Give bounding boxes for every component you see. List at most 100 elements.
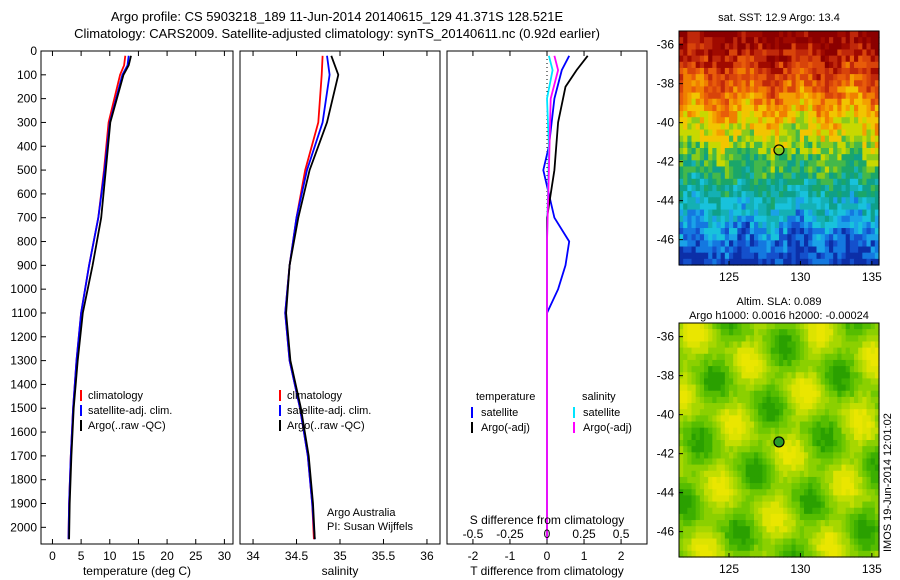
map-cell xyxy=(791,92,797,100)
map-cell xyxy=(770,550,776,558)
map-cell xyxy=(816,396,822,404)
map-cell xyxy=(770,148,776,155)
map-cell xyxy=(833,452,838,460)
map-cell xyxy=(779,489,784,497)
map-cell xyxy=(833,366,838,373)
map-cell xyxy=(870,347,876,355)
map-cell xyxy=(766,550,772,558)
map-cell xyxy=(862,507,868,515)
map-cell xyxy=(687,353,693,361)
map-cell xyxy=(724,513,730,521)
map-cell xyxy=(683,415,688,423)
map-cell xyxy=(720,335,726,343)
map-cell xyxy=(849,37,855,44)
map-cell xyxy=(699,148,705,155)
map-cell xyxy=(870,335,876,343)
map-cell xyxy=(845,446,851,453)
map-cell xyxy=(799,148,805,155)
map-cell xyxy=(816,191,822,198)
map-cell xyxy=(758,209,763,217)
map-cell xyxy=(841,203,847,211)
map-cell xyxy=(854,421,859,429)
map-cell xyxy=(770,240,776,248)
map-cell xyxy=(808,483,813,490)
map-cell xyxy=(816,470,822,478)
map-cell xyxy=(820,483,826,490)
map-cell xyxy=(708,246,713,254)
map-cell xyxy=(683,550,688,558)
map-cell xyxy=(787,470,793,478)
map-cell xyxy=(720,92,726,100)
map-cell xyxy=(774,184,780,192)
map-cell xyxy=(695,353,701,361)
map-cell xyxy=(741,160,747,168)
map-cell xyxy=(720,501,726,509)
map-cell xyxy=(779,513,784,521)
map-cell xyxy=(837,409,843,416)
map-cell xyxy=(741,415,747,423)
map-cell xyxy=(795,458,801,466)
map-cell xyxy=(754,37,759,44)
map-cell xyxy=(862,31,868,38)
map-cell xyxy=(795,359,801,367)
top-tick-label: 0.5 xyxy=(613,527,630,541)
map-cell xyxy=(862,148,868,155)
map-cell xyxy=(849,191,855,198)
map-cell xyxy=(791,433,797,441)
map-cell xyxy=(687,117,693,124)
map-cell xyxy=(820,378,826,386)
map-cell xyxy=(708,43,713,51)
map-cell xyxy=(745,166,751,174)
map-cell xyxy=(849,409,855,416)
map-cell xyxy=(779,335,784,343)
map-cell xyxy=(845,92,851,100)
map-cell xyxy=(870,178,876,186)
map-cell xyxy=(816,252,822,260)
map-cell xyxy=(733,341,738,349)
map-cell xyxy=(779,129,784,137)
map-cell xyxy=(837,104,843,112)
map-cell xyxy=(716,433,722,441)
map-cell xyxy=(816,172,822,180)
map-cell xyxy=(762,98,768,106)
map-cell xyxy=(691,117,697,124)
map-cell xyxy=(749,240,755,248)
map-cell xyxy=(862,378,868,386)
map-cell xyxy=(783,160,788,168)
map-cell xyxy=(820,37,826,44)
map-cell xyxy=(737,366,743,373)
map-cell xyxy=(749,409,755,416)
map-cell xyxy=(766,458,772,466)
map-cell xyxy=(854,228,859,235)
map-cell xyxy=(699,123,705,131)
map-cell xyxy=(679,160,684,168)
map-cell xyxy=(741,61,747,69)
map-cell xyxy=(812,203,818,211)
map-cell xyxy=(795,49,801,57)
map-cell xyxy=(833,489,838,497)
map-cell xyxy=(799,366,805,373)
map-cell xyxy=(791,440,797,447)
map-cell xyxy=(708,341,713,349)
map-cell xyxy=(804,372,809,380)
map-cell xyxy=(799,446,805,453)
map-cell xyxy=(729,246,734,254)
map-cell xyxy=(749,489,755,497)
map-cell xyxy=(866,427,872,435)
map-cell xyxy=(804,427,809,435)
map-cell xyxy=(724,440,730,447)
map-cell xyxy=(837,240,843,248)
map-cell xyxy=(733,538,738,546)
map-cell xyxy=(683,476,688,484)
map-cell xyxy=(820,43,826,51)
map-cell xyxy=(829,111,834,118)
map-cell xyxy=(766,359,772,367)
map-cell xyxy=(745,67,751,75)
map-cell xyxy=(837,129,843,137)
map-cell xyxy=(874,464,880,472)
map-cell xyxy=(679,470,684,478)
map-cell xyxy=(733,526,738,533)
map-cell xyxy=(737,396,743,404)
map-cell xyxy=(808,228,813,235)
map-cell xyxy=(808,215,813,223)
